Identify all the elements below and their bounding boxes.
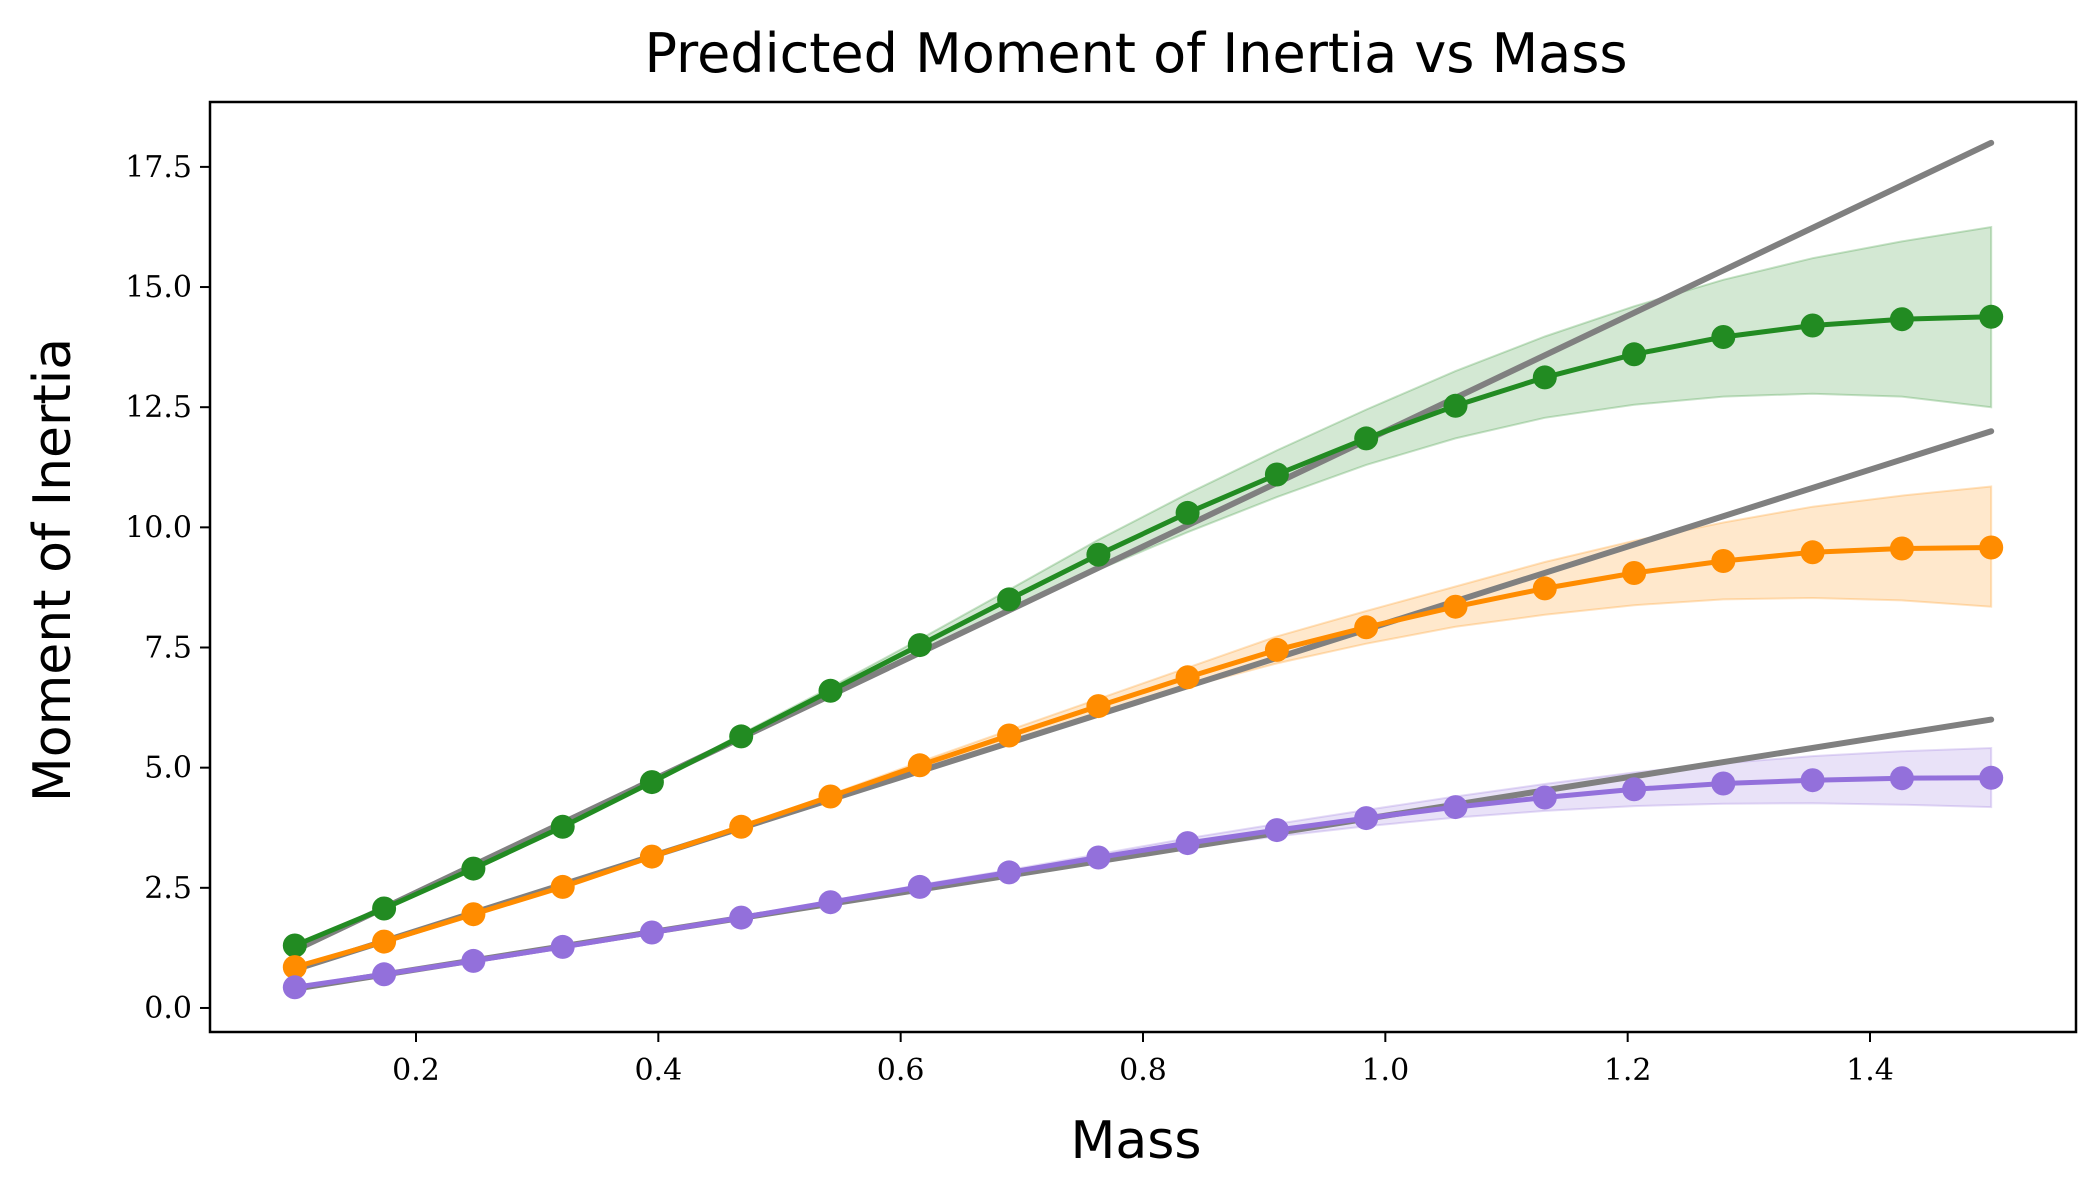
data-point xyxy=(1622,777,1647,802)
data-point xyxy=(282,975,307,1000)
x-tick-label: 1.2 xyxy=(1604,1053,1652,1088)
data-point xyxy=(1711,549,1736,573)
plot-frame xyxy=(208,100,2078,1034)
data-point xyxy=(372,962,397,987)
data-point xyxy=(1443,594,1468,619)
series-line-2 xyxy=(294,545,1992,970)
data-series xyxy=(282,304,2004,1000)
y-tick-label: 2.5 xyxy=(144,871,192,906)
data-point xyxy=(818,890,843,915)
x-axis-label: Mass xyxy=(1071,1111,1202,1171)
data-point xyxy=(461,948,486,973)
y-tick-label: 10.0 xyxy=(125,510,192,545)
data-point xyxy=(907,753,932,778)
y-axis-label: Moment of Inertia xyxy=(23,338,83,802)
data-point xyxy=(907,874,932,899)
x-tick-label: 0.6 xyxy=(877,1053,925,1088)
data-point xyxy=(1800,313,1825,338)
data-point xyxy=(1979,765,2004,790)
y-tick-label: 5.0 xyxy=(144,751,192,786)
data-point xyxy=(1086,694,1111,719)
reference-line-1 xyxy=(291,139,1995,954)
x-tick-label: 1.0 xyxy=(1361,1053,1409,1088)
data-point xyxy=(1532,576,1557,601)
x-tick-label: 0.2 xyxy=(392,1053,440,1088)
data-point xyxy=(907,633,932,658)
x-axis-ticks: 0.2 0.4 0.6 0.8 1.0 1.2 1.4 xyxy=(392,1032,1894,1088)
data-point xyxy=(997,860,1022,885)
data-point xyxy=(1175,500,1200,525)
data-point xyxy=(639,920,664,945)
chart-title: Predicted Moment of Inertia vs Mass xyxy=(644,22,1627,85)
data-point xyxy=(550,934,575,959)
data-point xyxy=(1264,637,1289,662)
data-point xyxy=(1711,771,1736,796)
data-point xyxy=(1354,806,1379,831)
data-point xyxy=(997,723,1022,748)
data-point xyxy=(729,724,754,749)
data-point xyxy=(372,896,397,921)
data-point xyxy=(1532,785,1557,810)
data-point xyxy=(461,902,486,927)
data-point xyxy=(1889,307,1914,332)
data-point xyxy=(1889,536,1914,561)
y-tick-label: 17.5 xyxy=(125,150,192,185)
data-point xyxy=(1264,462,1289,487)
data-point xyxy=(1711,325,1736,349)
data-point xyxy=(1443,393,1468,418)
series-line-3 xyxy=(294,775,1992,990)
data-point xyxy=(1086,845,1111,870)
series-line-1 xyxy=(293,314,1992,948)
data-point xyxy=(1443,795,1468,820)
data-point xyxy=(818,678,843,703)
data-point xyxy=(282,933,307,958)
data-point xyxy=(1532,365,1557,390)
data-point xyxy=(1979,535,2004,560)
data-point xyxy=(550,874,575,899)
data-point xyxy=(818,784,843,809)
y-tick-label: 0.0 xyxy=(144,991,192,1026)
y-tick-label: 15.0 xyxy=(125,270,192,305)
y-tick-label: 7.5 xyxy=(144,631,192,666)
data-point xyxy=(1800,768,1825,793)
data-point xyxy=(550,814,575,839)
data-point xyxy=(1979,304,2004,329)
y-tick-label: 12.5 xyxy=(125,390,192,425)
data-point xyxy=(1889,766,1914,791)
data-point xyxy=(1622,561,1647,585)
data-point xyxy=(372,929,397,954)
data-point xyxy=(1264,818,1289,843)
data-point xyxy=(1354,426,1379,451)
y-axis-ticks: 0.0 2.5 5.0 7.5 10.0 12.5 15.0 17.5 xyxy=(125,150,210,1026)
data-point xyxy=(639,770,664,795)
data-point xyxy=(1622,342,1647,367)
x-tick-label: 1.4 xyxy=(1846,1053,1894,1088)
data-point xyxy=(997,587,1022,612)
data-point xyxy=(1175,831,1200,856)
data-point xyxy=(1086,542,1111,567)
data-point xyxy=(729,814,754,839)
x-tick-label: 0.4 xyxy=(634,1053,682,1088)
confidence-bands xyxy=(294,225,1993,989)
data-point xyxy=(639,844,664,869)
data-point xyxy=(1354,615,1379,640)
data-point xyxy=(1175,665,1200,690)
data-point xyxy=(1800,540,1825,565)
data-point xyxy=(282,955,307,980)
data-point xyxy=(461,856,486,881)
x-tick-label: 0.8 xyxy=(1119,1053,1167,1088)
data-point xyxy=(729,905,754,930)
